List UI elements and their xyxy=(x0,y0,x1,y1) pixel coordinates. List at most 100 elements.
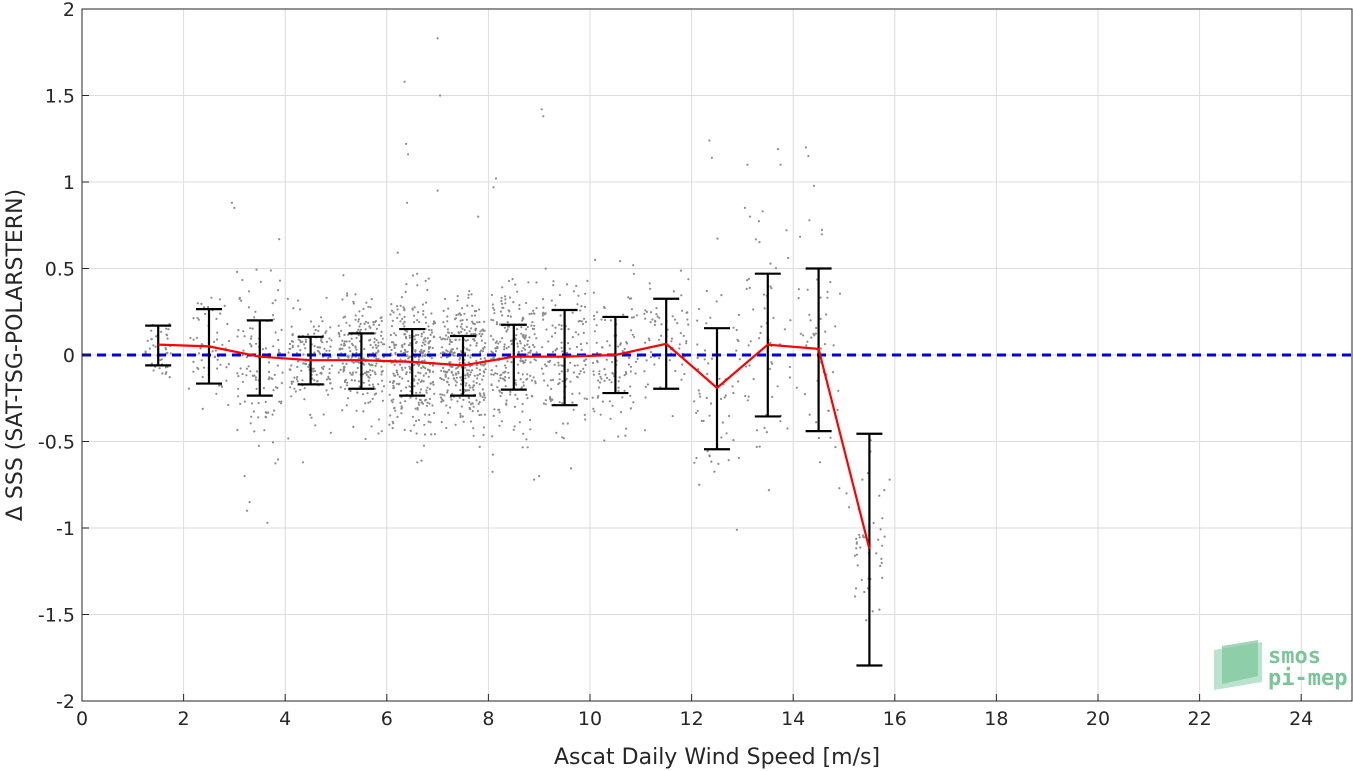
scatter-point xyxy=(683,372,686,376)
scatter-point xyxy=(427,375,430,378)
scatter-point xyxy=(187,387,190,390)
scatter-point xyxy=(625,342,629,345)
scatter-point xyxy=(573,364,576,367)
scatter-point xyxy=(279,402,283,405)
scatter-point xyxy=(743,206,747,209)
scatter-point xyxy=(399,320,402,323)
scatter-point xyxy=(414,375,417,378)
scatter-point xyxy=(532,312,535,315)
scatter-point xyxy=(273,409,276,412)
scatter-point xyxy=(243,475,246,478)
scatter-point xyxy=(313,344,316,348)
scatter-point xyxy=(317,329,320,332)
scatter-point xyxy=(569,361,572,364)
scatter-point xyxy=(439,94,442,97)
scatter-point xyxy=(522,361,525,365)
scatter-point xyxy=(164,372,167,375)
scatter-point xyxy=(453,354,456,357)
scatter-point xyxy=(859,546,862,549)
scatter-point xyxy=(580,348,583,351)
scatter-point xyxy=(521,410,524,413)
scatter-point xyxy=(515,383,518,386)
scatter-point xyxy=(352,300,355,303)
scatter-point xyxy=(470,293,473,296)
scatter-point xyxy=(462,398,465,401)
scatter-point xyxy=(522,384,525,387)
scatter-point xyxy=(454,372,457,375)
scatter-point xyxy=(530,379,534,382)
x-tick-label: 18 xyxy=(984,708,1008,730)
scatter-point xyxy=(471,386,474,389)
scatter-point xyxy=(414,407,417,410)
scatter-point xyxy=(554,331,557,335)
scatter-point xyxy=(558,372,561,376)
scatter-point xyxy=(478,308,481,311)
scatter-point xyxy=(482,392,485,395)
scatter-point xyxy=(872,521,875,525)
scatter-point xyxy=(456,400,459,403)
scatter-point xyxy=(720,294,723,297)
scatter-point xyxy=(419,391,422,394)
scatter-point xyxy=(473,323,476,326)
scatter-point xyxy=(291,344,294,347)
scatter-point xyxy=(400,405,403,408)
scatter-point xyxy=(320,339,323,342)
scatter-point xyxy=(317,325,320,328)
scatter-point xyxy=(819,347,822,350)
scatter-point xyxy=(446,389,449,392)
smos-pi-mep-logo: smos pi-mep xyxy=(1214,640,1347,691)
scatter-point xyxy=(459,389,462,392)
scatter-point xyxy=(535,281,538,284)
scatter-point xyxy=(812,184,816,187)
scatter-point xyxy=(672,290,675,293)
scatter-point xyxy=(763,426,766,429)
scatter-point xyxy=(421,354,424,357)
scatter-point xyxy=(819,317,822,320)
scatter-point xyxy=(643,429,647,432)
scatter-point xyxy=(394,409,397,412)
scatter-point xyxy=(216,358,219,361)
scatter-point xyxy=(304,340,307,343)
scatter-point xyxy=(492,338,495,341)
scatter-point xyxy=(514,393,517,396)
scatter-point xyxy=(195,336,198,339)
scatter-point xyxy=(600,318,603,321)
scatter-point xyxy=(471,410,474,413)
scatter-point xyxy=(396,415,399,418)
scatter-point xyxy=(516,345,519,348)
scatter-point xyxy=(274,331,277,334)
scatter-point xyxy=(464,351,467,354)
scatter-point xyxy=(417,333,420,337)
scatter-point xyxy=(478,383,481,386)
scatter-point xyxy=(454,384,457,387)
scatter-point xyxy=(389,414,392,417)
scatter-point xyxy=(500,299,503,302)
scatter-point xyxy=(509,315,512,318)
scatter-point xyxy=(483,413,486,416)
scatter-point xyxy=(601,400,605,403)
scatter-point xyxy=(720,436,723,439)
scatter-point xyxy=(525,353,529,356)
scatter-point xyxy=(400,366,403,369)
scatter-point xyxy=(470,314,474,317)
scatter-point xyxy=(464,339,468,342)
scatter-point xyxy=(472,405,475,408)
scatter-point xyxy=(293,387,296,390)
scatter-point xyxy=(526,446,529,449)
scatter-point xyxy=(550,387,553,390)
scatter-point xyxy=(478,372,481,376)
scatter-point xyxy=(443,338,447,341)
scatter-point xyxy=(498,411,501,414)
scatter-point xyxy=(390,303,393,306)
scatter-point xyxy=(535,351,538,354)
scatter-point xyxy=(460,405,463,408)
scatter-point xyxy=(247,365,250,368)
scatter-point xyxy=(441,393,444,396)
scatter-point xyxy=(411,415,415,418)
scatter-point xyxy=(555,431,558,434)
scatter-point xyxy=(276,364,279,367)
scatter-point xyxy=(446,391,449,394)
scatter-point xyxy=(257,444,260,447)
scatter-point xyxy=(478,413,481,417)
scatter-point xyxy=(660,334,663,337)
